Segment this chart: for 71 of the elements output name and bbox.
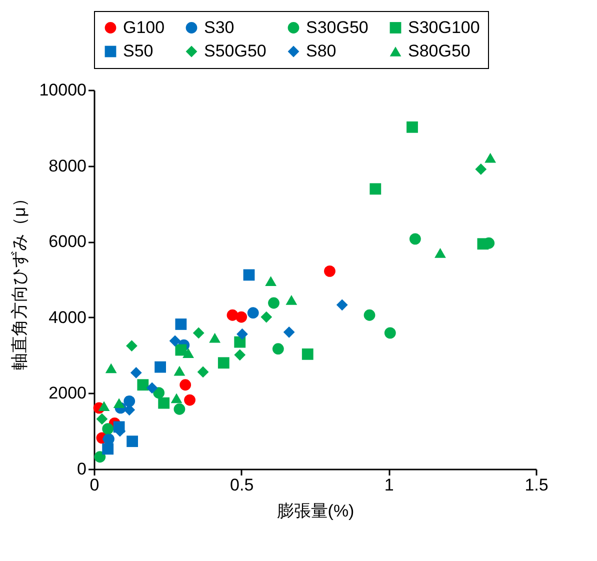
point: [406, 121, 418, 133]
point: [247, 307, 259, 319]
point: [260, 311, 272, 323]
legend-label: S30G100: [408, 18, 480, 37]
legend-label: S80: [306, 42, 336, 60]
point: [175, 344, 187, 356]
point: [102, 423, 114, 435]
y-tick-label: 4000: [48, 308, 86, 327]
x-tick-label: 1.5: [524, 476, 548, 494]
y-tick-label: 8000: [48, 156, 86, 176]
legend-label: S50G50: [204, 42, 266, 60]
point: [180, 379, 192, 391]
y-tick-label: 2000: [48, 384, 86, 403]
point: [265, 276, 276, 286]
y-tick-label: 6000: [48, 232, 86, 252]
point: [174, 403, 186, 415]
point: [218, 357, 230, 369]
point: [336, 299, 348, 311]
point: [364, 309, 376, 321]
point: [197, 366, 209, 378]
legend-label: S80G50: [408, 42, 470, 60]
legend-label: S30G50: [306, 18, 368, 37]
point: [234, 349, 246, 361]
point: [484, 152, 496, 163]
point: [175, 318, 187, 330]
point: [268, 297, 280, 309]
point: [94, 451, 106, 463]
y-tick-label: 0: [77, 460, 86, 478]
y-axis-title: 軸直角方向ひずみ（μ）: [10, 190, 30, 370]
point: [137, 379, 149, 391]
point: [184, 394, 196, 406]
point: [98, 401, 110, 412]
point: [126, 436, 138, 448]
point: [170, 393, 182, 404]
x-axis-title: 膨張量(%): [276, 502, 354, 520]
point: [272, 343, 284, 355]
point: [105, 363, 117, 374]
x-tick-label: 1: [384, 476, 394, 494]
point: [236, 311, 248, 323]
y-tick-label: 10000: [39, 80, 86, 100]
point: [126, 340, 138, 352]
point: [477, 238, 489, 250]
point: [146, 382, 158, 394]
x-tick-label: 0.5: [230, 476, 254, 494]
point: [192, 327, 204, 339]
point: [158, 397, 170, 409]
point: [174, 366, 186, 376]
point: [113, 398, 125, 408]
point: [409, 233, 421, 245]
point: [283, 326, 295, 338]
point: [236, 328, 248, 340]
point: [124, 395, 136, 407]
point: [384, 327, 396, 339]
point: [370, 183, 382, 195]
x-tick-label: 0: [90, 476, 100, 494]
point: [102, 443, 114, 455]
point: [96, 413, 108, 425]
point: [243, 269, 255, 281]
point: [154, 361, 166, 373]
point: [209, 332, 221, 343]
point: [302, 348, 314, 360]
legend-label: G100: [123, 18, 165, 37]
legend-label: S30: [204, 18, 234, 37]
point: [286, 295, 298, 305]
point: [324, 265, 336, 277]
point: [182, 348, 194, 358]
legend-label: S50: [123, 42, 154, 60]
point: [130, 367, 142, 378]
point: [434, 248, 446, 258]
point: [169, 335, 181, 347]
point: [475, 164, 487, 175]
